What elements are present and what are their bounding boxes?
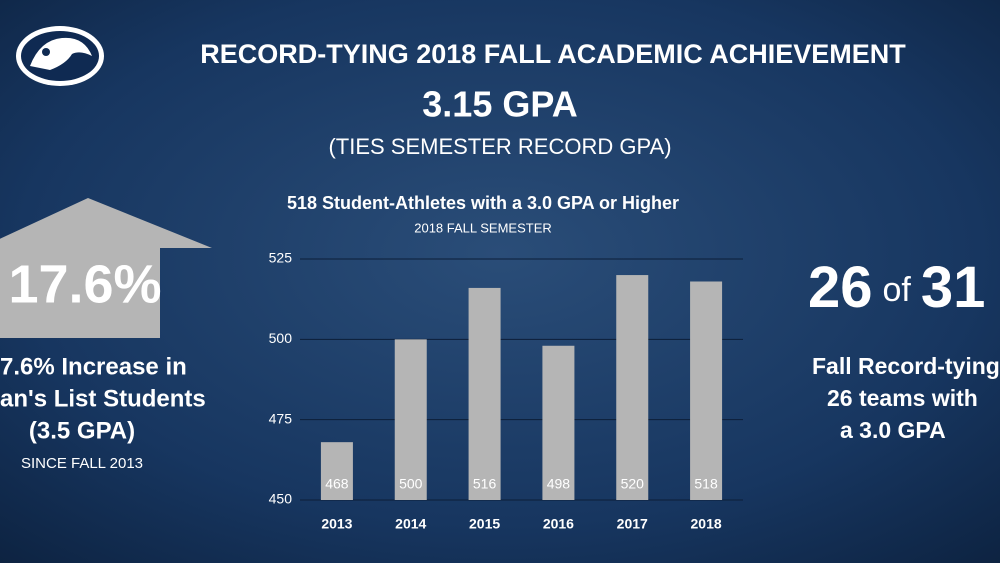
bar-value-label: 516 bbox=[473, 476, 497, 492]
left-stat-note: SINCE FALL 2013 bbox=[21, 455, 143, 472]
x-tick-label: 2014 bbox=[395, 516, 426, 532]
chart-title: 518 Student-Athletes with a 3.0 GPA or H… bbox=[287, 193, 679, 213]
y-tick-label: 450 bbox=[269, 491, 293, 507]
left-stat-value: 17.6% bbox=[8, 254, 161, 314]
y-tick-label: 500 bbox=[269, 330, 293, 346]
bar bbox=[468, 287, 501, 500]
right-stat-line: 26 teams with bbox=[827, 385, 978, 411]
plot: 450 475 500 525 2013 468 2014 500 2015 516 2016 498… bbox=[269, 250, 743, 532]
up-arrow bbox=[0, 198, 212, 338]
right-stat-line: Fall Record-tying bbox=[812, 353, 1000, 379]
bar bbox=[320, 442, 353, 500]
title: RECORD-TYING 2018 FALL ACADEMIC ACHIEVEM… bbox=[200, 39, 906, 69]
bar-value-label: 520 bbox=[621, 476, 645, 492]
x-tick-label: 2017 bbox=[617, 516, 648, 532]
y-tick-label: 525 bbox=[269, 250, 293, 266]
left-stat-line: an's List Students bbox=[0, 385, 206, 412]
left-stat-line: (3.5 GPA) bbox=[29, 417, 135, 444]
bar-value-label: 468 bbox=[325, 476, 349, 492]
x-tick-label: 2018 bbox=[691, 516, 722, 532]
x-tick-label: 2015 bbox=[469, 516, 500, 532]
right-stat-total: 31 bbox=[921, 255, 986, 320]
bar bbox=[394, 339, 427, 500]
bar-value-label: 500 bbox=[399, 476, 423, 492]
right-stat: 26 of 31 bbox=[808, 255, 985, 320]
headline: 3.15 GPA bbox=[422, 84, 577, 125]
bar-value-label: 498 bbox=[547, 476, 571, 492]
logo bbox=[16, 26, 104, 86]
bar-value-label: 518 bbox=[694, 476, 718, 492]
chart-subtitle: 2018 FALL SEMESTER bbox=[414, 220, 552, 235]
x-tick-label: 2016 bbox=[543, 516, 574, 532]
subheadline: (TIES SEMESTER RECORD GPA) bbox=[328, 134, 671, 159]
left-stat-line: 7.6% Increase in bbox=[0, 353, 187, 380]
bar bbox=[616, 275, 649, 500]
right-stat-count: 26 bbox=[808, 255, 873, 320]
right-stat-line: a 3.0 GPA bbox=[840, 417, 946, 443]
bar bbox=[690, 281, 723, 500]
bar bbox=[542, 345, 575, 500]
x-tick-label: 2013 bbox=[321, 516, 352, 532]
right-stat-joiner: of bbox=[883, 271, 912, 309]
y-tick-label: 475 bbox=[269, 410, 293, 426]
